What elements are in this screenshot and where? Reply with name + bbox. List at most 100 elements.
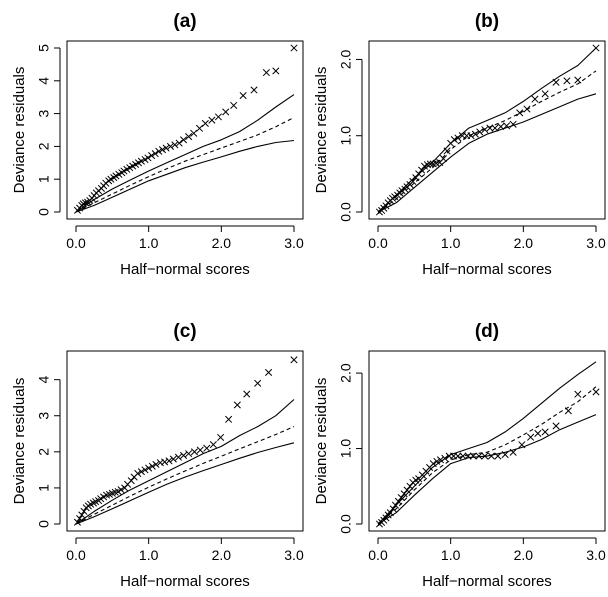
data-point [486, 124, 494, 132]
panel-c: (c) 0.0 1.0 2.0 3.0 Half−normal scores 0 1 2 3 4 De… [11, 321, 304, 590]
data-point [394, 497, 402, 505]
data-point [79, 200, 87, 208]
plot-frame [368, 40, 606, 220]
envelope-upper-line [377, 47, 597, 213]
data-point [397, 494, 405, 502]
x-tick-label: 0.0 [368, 547, 388, 563]
data-point [137, 157, 145, 165]
data-point [503, 122, 511, 130]
data-point [475, 452, 483, 460]
x-tick-label: 1.0 [441, 547, 461, 563]
data-point [155, 147, 163, 155]
y-tick-label: 2 [36, 142, 52, 150]
x-axis-label: Half−normal scores [422, 573, 552, 590]
data-point [501, 451, 509, 459]
y-axis-label: Deviance residuals [11, 67, 28, 194]
data-point [433, 457, 441, 465]
y-axis: 0 1 2 3 4 Deviance residuals [11, 376, 61, 528]
x-axis-label: Half−normal scores [422, 261, 552, 278]
data-point [117, 486, 125, 494]
x-axis: 0.0 1.0 2.0 3.0 Half−normal scores [66, 225, 304, 278]
data-point [243, 390, 251, 398]
y-axis: 0 1 2 3 4 5 Deviance residuals [11, 44, 61, 216]
data-point [563, 77, 571, 85]
data-point [225, 415, 233, 423]
data-point [406, 482, 414, 490]
envelope-lower-line [377, 414, 597, 525]
data-point [382, 202, 390, 210]
data-point [185, 133, 193, 141]
x-axis: 0.0 1.0 2.0 3.0 Half−normal scores [66, 537, 304, 590]
data-point [541, 428, 549, 436]
data-point [467, 132, 475, 140]
residual-points [375, 388, 600, 528]
data-point [469, 452, 477, 460]
panel-title: (a) [173, 11, 196, 32]
data-point [403, 486, 411, 494]
data-point [161, 458, 169, 466]
data-point [574, 390, 582, 398]
data-point [487, 452, 495, 460]
envelope-median-line [75, 117, 295, 213]
y-tick-label: 2.0 [338, 363, 354, 383]
x-tick-label: 1.0 [441, 235, 461, 251]
y-tick-label: 2 [36, 448, 52, 456]
data-point [386, 509, 394, 517]
y-tick-label: 2.0 [338, 50, 354, 70]
x-tick-label: 2.0 [514, 235, 534, 251]
data-point [162, 144, 170, 152]
data-point [78, 511, 86, 519]
panel-title: (c) [173, 321, 196, 342]
y-tick-label: 4 [36, 376, 52, 384]
envelope-lower-line [75, 442, 295, 525]
data-point [137, 468, 145, 476]
residual-points [73, 44, 298, 214]
data-point [214, 113, 222, 121]
x-axis: 0.0 1.0 2.0 3.0 Half−normal scores [368, 225, 606, 278]
data-point [541, 90, 549, 98]
data-point [290, 356, 298, 364]
data-point [158, 146, 167, 154]
data-point [527, 433, 535, 441]
envelope-upper-line [75, 94, 295, 213]
data-point [73, 518, 82, 526]
data-point [145, 464, 153, 472]
data-point [203, 444, 211, 452]
y-axis-label: Deviance residuals [313, 67, 330, 194]
data-point [290, 44, 298, 52]
x-tick-label: 3.0 [284, 235, 304, 251]
x-tick-label: 0.0 [66, 547, 86, 563]
data-point [185, 450, 193, 458]
data-point [415, 170, 423, 178]
x-tick-label: 3.0 [586, 235, 606, 251]
y-tick-label: 1.0 [338, 439, 354, 459]
data-point [491, 124, 499, 132]
data-point [523, 105, 531, 113]
data-point [265, 368, 273, 376]
data-point [169, 455, 177, 463]
data-point [518, 441, 526, 449]
data-point [450, 135, 458, 144]
x-tick-label: 3.0 [586, 547, 606, 563]
data-point [174, 453, 183, 461]
data-point [222, 108, 230, 116]
data-point [217, 433, 225, 441]
y-tick-label: 3 [36, 109, 52, 117]
panel-d: (d) 0.0 1.0 2.0 3.0 Half−normal scores 0.0 1.0 2… [313, 321, 606, 590]
data-point [262, 69, 270, 77]
x-tick-label: 1.0 [139, 547, 159, 563]
data-point [141, 466, 149, 474]
data-point [471, 130, 479, 138]
data-point [196, 446, 204, 454]
x-tick-label: 1.0 [139, 235, 159, 251]
y-axis-label: Deviance residuals [313, 378, 330, 505]
data-point [564, 407, 572, 415]
data-point [144, 154, 152, 162]
data-point [166, 142, 175, 150]
data-point [179, 451, 188, 459]
envelope-median-line [75, 426, 295, 525]
data-point [592, 388, 600, 396]
data-point [429, 460, 437, 468]
data-point [190, 448, 199, 456]
